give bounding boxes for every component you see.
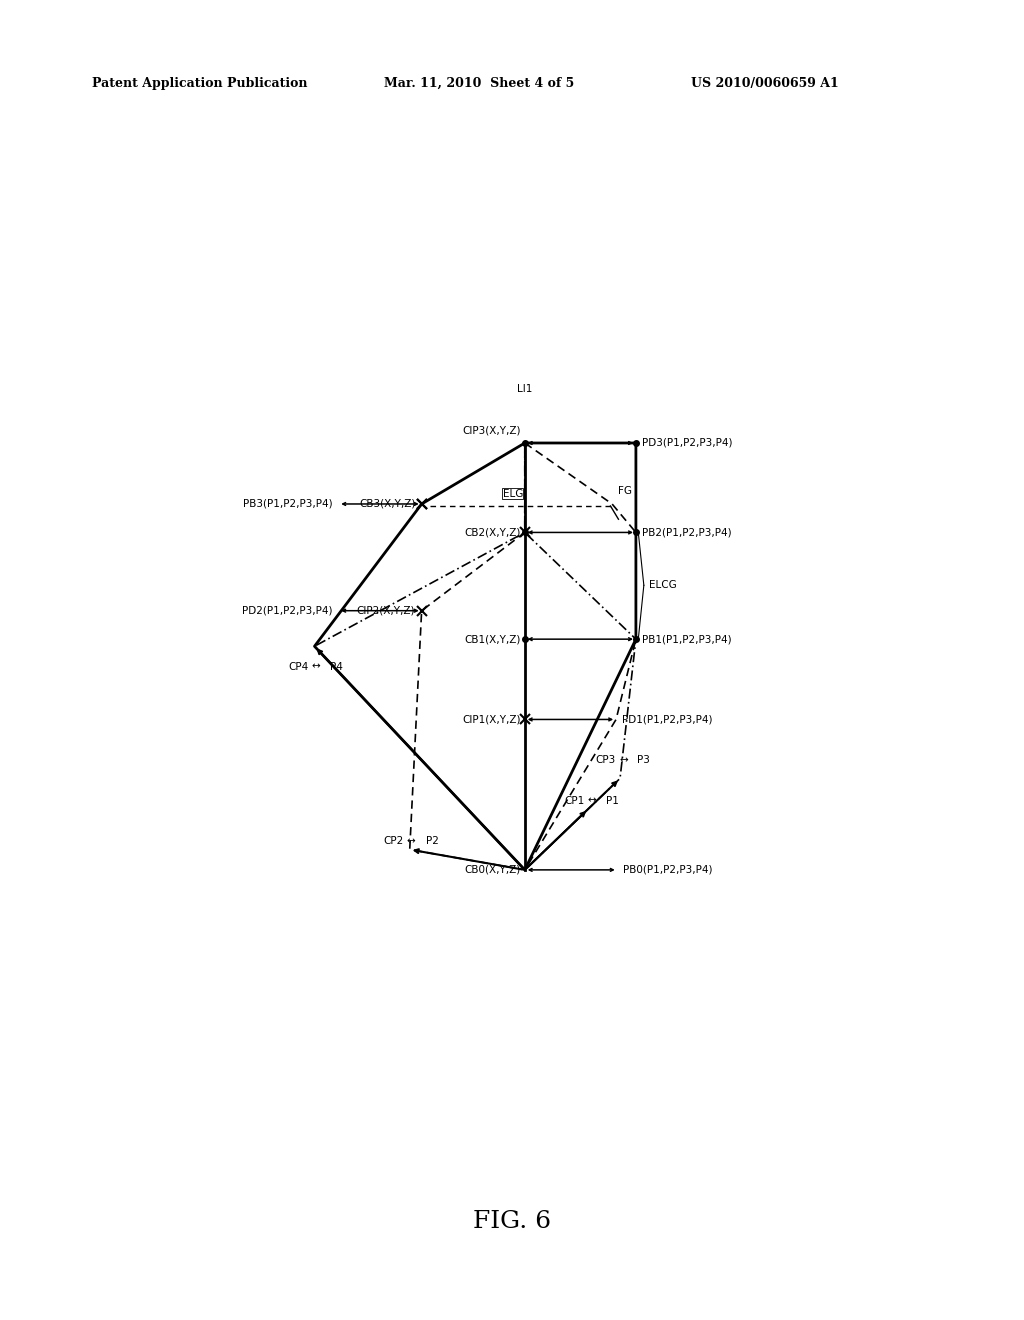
Text: PD2(P1,P2,P3,P4): PD2(P1,P2,P3,P4): [243, 606, 333, 615]
Text: CB1(X,Y,Z): CB1(X,Y,Z): [465, 634, 521, 644]
Text: ELG: ELG: [503, 488, 523, 499]
Text: ↔: ↔: [588, 796, 596, 805]
Text: P4: P4: [331, 661, 343, 672]
Text: LI1: LI1: [517, 384, 532, 395]
Text: CB3(X,Y,Z): CB3(X,Y,Z): [358, 499, 416, 510]
Text: Patent Application Publication: Patent Application Publication: [92, 77, 307, 90]
Text: CP4: CP4: [288, 661, 308, 672]
Text: PB3(P1,P2,P3,P4): PB3(P1,P2,P3,P4): [243, 499, 333, 510]
Text: CB2(X,Y,Z): CB2(X,Y,Z): [465, 528, 521, 537]
Text: ↔: ↔: [620, 755, 628, 766]
Text: PD1(P1,P2,P3,P4): PD1(P1,P2,P3,P4): [623, 714, 713, 725]
Text: PB1(P1,P2,P3,P4): PB1(P1,P2,P3,P4): [642, 634, 732, 644]
Text: CB0(X,Y,Z): CB0(X,Y,Z): [465, 865, 521, 875]
Text: PB2(P1,P2,P3,P4): PB2(P1,P2,P3,P4): [642, 528, 732, 537]
Text: PB0(P1,P2,P3,P4): PB0(P1,P2,P3,P4): [624, 865, 713, 875]
Text: Mar. 11, 2010  Sheet 4 of 5: Mar. 11, 2010 Sheet 4 of 5: [384, 77, 574, 90]
Text: CP2: CP2: [383, 837, 403, 846]
Text: P2: P2: [426, 837, 438, 846]
Text: ELCG: ELCG: [648, 581, 676, 590]
Text: PD3(P1,P2,P3,P4): PD3(P1,P2,P3,P4): [642, 438, 733, 447]
Text: CP3: CP3: [596, 755, 616, 766]
Text: P1: P1: [606, 796, 618, 805]
Text: US 2010/0060659 A1: US 2010/0060659 A1: [691, 77, 839, 90]
Text: CIP1(X,Y,Z): CIP1(X,Y,Z): [462, 714, 521, 725]
Text: P3: P3: [638, 755, 650, 766]
Text: FG: FG: [618, 486, 633, 496]
Text: ↔: ↔: [311, 661, 321, 672]
Text: CP1: CP1: [564, 796, 585, 805]
Text: CIP2(X,Y,Z): CIP2(X,Y,Z): [356, 606, 416, 615]
Text: FIG. 6: FIG. 6: [473, 1210, 551, 1233]
Text: ↔: ↔: [407, 837, 416, 846]
Text: CIP3(X,Y,Z): CIP3(X,Y,Z): [462, 426, 521, 436]
